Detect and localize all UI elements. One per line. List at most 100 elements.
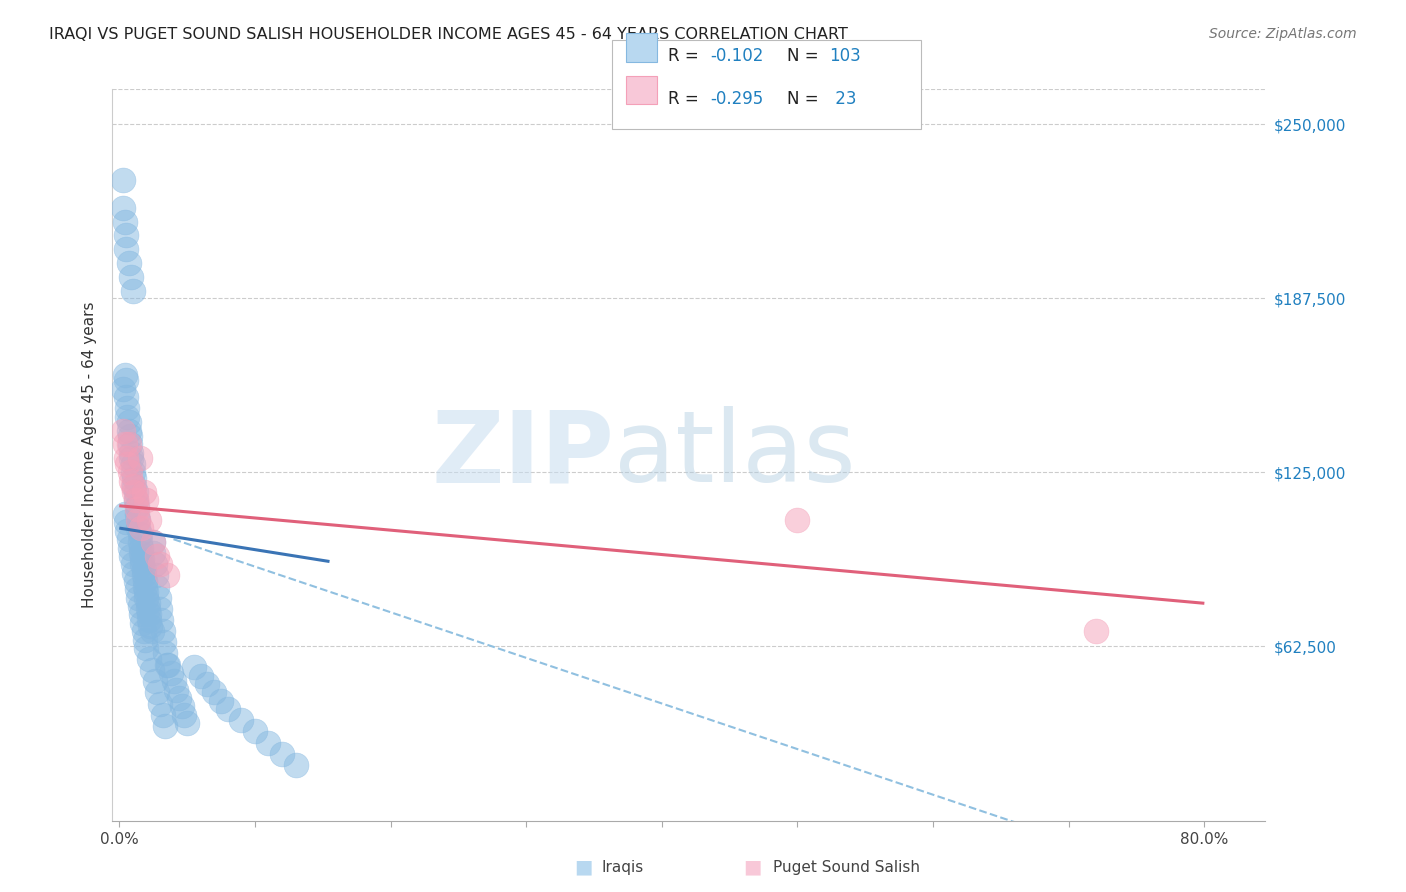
Point (138, 607, 160, 622)
Y-axis label: Householder Income Ages 45 - 64 years: Householder Income Ages 45 - 64 years (82, 301, 97, 608)
Point (136, 596, 159, 610)
Point (121, 457, 143, 471)
Point (120, 429, 142, 443)
Point (112, 173, 135, 187)
Point (114, 437, 136, 451)
Point (135, 493, 157, 508)
Point (118, 437, 141, 451)
Text: 23: 23 (830, 90, 856, 108)
Point (124, 493, 146, 508)
Point (121, 270, 143, 285)
Point (127, 591, 149, 605)
Point (138, 513, 160, 527)
Point (115, 390, 138, 404)
Point (127, 513, 149, 527)
Point (122, 484, 145, 499)
Point (138, 652, 160, 666)
Point (115, 451, 138, 466)
Point (114, 214, 136, 228)
Point (209, 694, 232, 708)
Point (146, 549, 169, 563)
Point (134, 580, 156, 594)
Point (122, 566, 145, 580)
Text: ■: ■ (574, 857, 593, 877)
Point (143, 558, 166, 572)
Point (150, 613, 173, 627)
Point (114, 368, 136, 382)
Point (129, 607, 152, 622)
Point (156, 657, 179, 672)
Point (125, 499, 148, 513)
Point (173, 707, 195, 722)
Point (118, 424, 141, 438)
Text: -0.295: -0.295 (710, 90, 763, 108)
Point (115, 373, 138, 387)
Point (121, 284, 143, 298)
Point (127, 521, 149, 535)
Point (122, 479, 145, 493)
Point (117, 409, 139, 424)
Point (143, 674, 166, 689)
Point (138, 613, 160, 627)
Point (1084, 624, 1107, 639)
Text: Iraqis: Iraqis (602, 860, 644, 874)
Point (257, 736, 280, 750)
Point (121, 549, 143, 563)
Point (142, 535, 165, 549)
Text: Source: ZipAtlas.com: Source: ZipAtlas.com (1209, 27, 1357, 41)
Point (159, 665, 181, 680)
Text: atlas: atlas (614, 407, 856, 503)
Point (155, 647, 177, 661)
Text: Puget Sound Salish: Puget Sound Salish (773, 860, 921, 874)
Point (146, 580, 169, 594)
Point (132, 624, 155, 639)
Point (153, 635, 176, 649)
Point (131, 558, 153, 572)
Point (118, 415, 141, 429)
Point (156, 568, 179, 582)
Point (197, 677, 219, 691)
Point (134, 632, 156, 647)
Text: ZIP: ZIP (432, 407, 614, 503)
Point (243, 724, 266, 739)
Point (145, 568, 167, 582)
Text: R =: R = (668, 47, 704, 65)
Point (124, 574, 146, 588)
Point (117, 401, 139, 416)
Point (112, 382, 135, 396)
Point (129, 521, 152, 535)
Point (183, 660, 205, 674)
Point (132, 563, 155, 577)
Point (142, 535, 165, 549)
Point (129, 546, 152, 560)
Point (115, 228, 138, 243)
Point (155, 719, 177, 733)
Point (190, 669, 212, 683)
Point (149, 602, 172, 616)
Point (117, 457, 139, 471)
Point (149, 697, 172, 711)
Point (122, 471, 145, 485)
Point (115, 243, 138, 257)
Text: N =: N = (787, 47, 824, 65)
Point (135, 640, 157, 655)
Point (121, 479, 143, 493)
Point (148, 591, 170, 605)
Point (115, 516, 138, 530)
Point (121, 446, 143, 460)
Point (117, 524, 139, 538)
Point (202, 685, 225, 699)
Point (162, 674, 184, 689)
Point (112, 201, 135, 215)
Point (146, 685, 169, 699)
Point (127, 513, 149, 527)
Point (121, 451, 143, 466)
Point (131, 615, 153, 630)
Point (129, 541, 152, 555)
Point (141, 663, 163, 677)
Point (128, 451, 150, 466)
Point (271, 747, 294, 761)
Point (125, 501, 148, 516)
Point (118, 532, 141, 546)
Point (112, 424, 135, 438)
